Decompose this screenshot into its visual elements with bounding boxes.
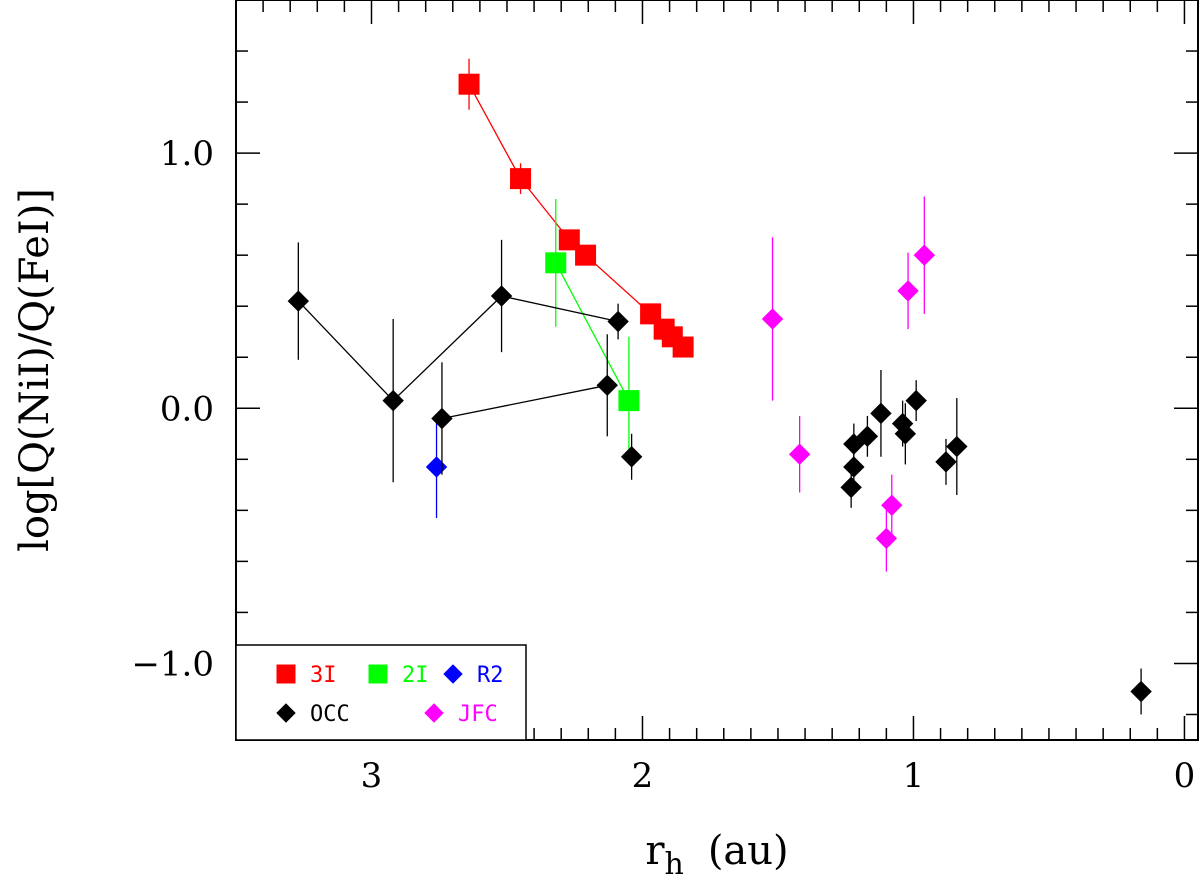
data-point [382, 389, 404, 412]
legend-marker [368, 664, 388, 684]
axes: 3 2 1 0 1.0 0.0 −1.0 [131, 0, 1199, 796]
series-occ [287, 239, 1152, 715]
data-point [287, 290, 310, 312]
data-point [905, 389, 927, 412]
legend-label: 3I [310, 663, 337, 688]
series-line [441, 384, 608, 420]
x-tick-label: 2 [632, 756, 654, 796]
legend-marker [276, 664, 296, 684]
series-2i [545, 199, 640, 465]
legend-label: OCC [310, 702, 350, 727]
data-point [788, 443, 811, 465]
x-axis-title: rh (au) [645, 828, 788, 882]
x-tick-label: 0 [1174, 756, 1196, 796]
series-line [297, 295, 619, 402]
legend-marker [443, 664, 463, 684]
data-point [1130, 680, 1152, 703]
legend-item-occ: OCC [276, 702, 350, 727]
plot-area [287, 58, 1152, 715]
data-point [545, 252, 567, 274]
legend-item-3i: 3I [276, 663, 337, 688]
data-point [558, 229, 580, 251]
x-axis-title-main: r [645, 828, 665, 874]
legend-marker [276, 703, 296, 723]
series-3i [458, 58, 694, 358]
data-point [490, 285, 513, 307]
x-tick-label: 1 [903, 756, 925, 796]
legend-box [235, 644, 527, 741]
data-point [894, 423, 917, 445]
x-axis-title-unit: (au) [708, 828, 789, 874]
data-point [870, 402, 892, 425]
data-point [881, 494, 903, 516]
series-line [555, 262, 630, 401]
data-point [875, 527, 898, 550]
data-point [913, 244, 936, 266]
data-point [618, 390, 640, 412]
legend-item-r2: R2 [443, 663, 504, 688]
series-r2 [425, 415, 448, 518]
y-tick-label: −1.0 [131, 644, 214, 684]
data-point [935, 451, 957, 473]
data-point [510, 168, 532, 190]
legend-label: 2I [402, 663, 429, 688]
data-point [840, 476, 862, 499]
x-axis-title-sub: h [664, 847, 683, 882]
legend-item-jfc: JFC [424, 702, 498, 727]
data-point [843, 433, 865, 455]
series-jfc [761, 196, 936, 572]
data-point [843, 456, 865, 478]
data-point [897, 280, 919, 302]
data-point [596, 374, 618, 397]
y-axis-title: log[Q(NiI)/Q(FeI)] [12, 188, 58, 552]
data-point [946, 435, 968, 458]
x-tick-label: 3 [361, 756, 383, 796]
data-point [431, 407, 453, 430]
data-point [672, 336, 694, 358]
legend-label: R2 [477, 663, 504, 688]
data-point [620, 446, 643, 468]
data-point [856, 425, 879, 448]
data-point [761, 308, 784, 330]
plot-frame [235, 0, 1199, 741]
legend: 3I 2I R2 OCC JFC [235, 644, 527, 741]
y-tick-label: 1.0 [160, 134, 214, 174]
legend-marker [424, 703, 444, 723]
legend-item-2i: 2I [368, 663, 429, 688]
legend-label: JFC [458, 702, 498, 727]
y-tick-label: 0.0 [160, 389, 214, 429]
data-point [425, 456, 448, 478]
data-point [458, 73, 480, 95]
data-point [575, 244, 597, 266]
data-point [607, 310, 629, 333]
